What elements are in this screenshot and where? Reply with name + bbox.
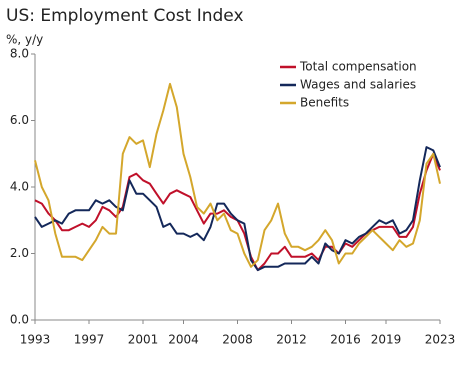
- x-tick-label: 1997: [74, 333, 105, 347]
- y-tick-label: 2.0: [10, 246, 29, 260]
- x-tick-label: 1993: [20, 333, 51, 347]
- legend-label: Benefits: [300, 96, 349, 110]
- y-tick-label: 4.0: [10, 180, 29, 194]
- x-tick-label: 2023: [425, 333, 456, 347]
- x-tick-label: 2019: [371, 333, 402, 347]
- series-line: [34, 146, 441, 272]
- x-tick-label: 2004: [168, 333, 199, 347]
- y-tick-label: 8.0: [10, 47, 29, 61]
- x-tick-label: 2008: [222, 333, 253, 347]
- x-tick-label: 2012: [276, 333, 307, 347]
- legend-label: Wages and salaries: [300, 78, 416, 92]
- chart-subtitle: %, y/y: [6, 33, 43, 47]
- series-line: [34, 82, 441, 268]
- y-tick-label: 6.0: [10, 113, 29, 127]
- x-tick-label: 2001: [128, 333, 159, 347]
- x-tick-label: 2016: [330, 333, 361, 347]
- y-tick-label: 0.0: [10, 313, 29, 327]
- series-line: [34, 152, 441, 272]
- legend-label: Total compensation: [299, 60, 417, 74]
- chart-title: US: Employment Cost Index: [6, 6, 244, 26]
